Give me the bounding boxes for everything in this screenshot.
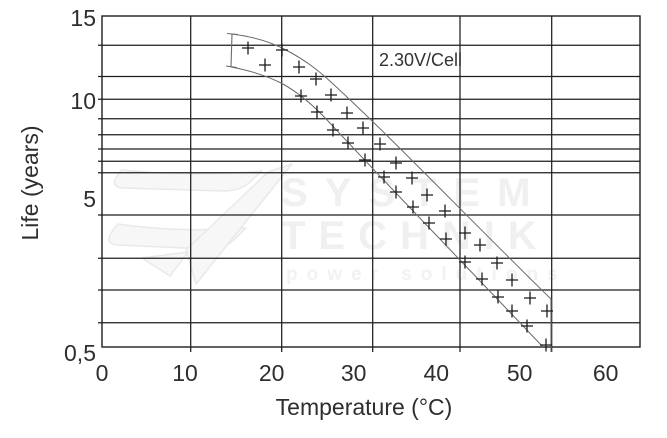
band-end-cap [225, 65, 238, 69]
watermark-line-1: SYSTEM [281, 171, 548, 215]
plus-marker [492, 290, 504, 304]
x-tick-label: 0 [95, 360, 109, 386]
plus-marker [491, 256, 503, 270]
plus-marker [506, 273, 518, 287]
plus-marker [421, 188, 433, 202]
y-tick-label: 10 [70, 88, 96, 114]
plus-marker [378, 170, 390, 184]
band-upper-edge [231, 33, 552, 300]
plus-marker [506, 304, 518, 318]
x-tick-label: 60 [592, 360, 619, 386]
plus-marker [276, 43, 288, 57]
plus-marker [406, 171, 418, 185]
plus-marker [293, 60, 305, 74]
plus-marker [359, 153, 371, 167]
plus-marker [459, 226, 471, 240]
plus-marker [439, 204, 451, 218]
x-tick-label: 10 [172, 360, 198, 386]
x-tick-label: 30 [340, 360, 367, 386]
plus-marker [407, 200, 419, 214]
plus-marker [476, 272, 488, 286]
plus-marker [440, 232, 452, 246]
plus-marker [310, 72, 322, 86]
y-tick-label: 15 [70, 5, 96, 31]
y-tick-label: 5 [83, 186, 96, 212]
x-tick-label: 50 [506, 360, 533, 386]
plus-marker [423, 216, 435, 230]
x-axis-title: Temperature (°C) [275, 394, 453, 420]
watermark-line-2: TECHNIK [281, 214, 550, 258]
plus-marker [342, 136, 354, 150]
plus-marker [390, 185, 402, 199]
charge-voltage-annotation: 2.30V/Cell [379, 50, 463, 70]
y-axis-title: Life (years) [17, 125, 43, 241]
band-end-cap [226, 32, 239, 36]
plus-marker [295, 89, 307, 103]
watermark-line-3: power solutions [286, 264, 567, 285]
plus-marker [540, 338, 552, 352]
plus-marker [325, 88, 337, 102]
plus-marker [311, 105, 323, 119]
plus-marker [374, 137, 386, 151]
plus-marker [524, 291, 536, 305]
plot-frame [101, 15, 641, 348]
band-lower-edge [230, 66, 544, 348]
x-tick-label: 20 [258, 360, 285, 386]
y-tick-label: 0,5 [64, 340, 96, 366]
plus-marker [341, 106, 353, 120]
plus-marker [242, 41, 254, 55]
band-end-cap [230, 33, 233, 68]
x-tick-label: 40 [423, 360, 450, 386]
plus-marker [541, 304, 553, 318]
plus-marker [357, 121, 369, 135]
plus-marker [474, 238, 486, 252]
plus-marker [259, 58, 271, 72]
plus-marker [459, 255, 471, 269]
plus-marker [390, 156, 402, 170]
plus-marker [521, 319, 533, 333]
plus-marker [327, 123, 339, 137]
